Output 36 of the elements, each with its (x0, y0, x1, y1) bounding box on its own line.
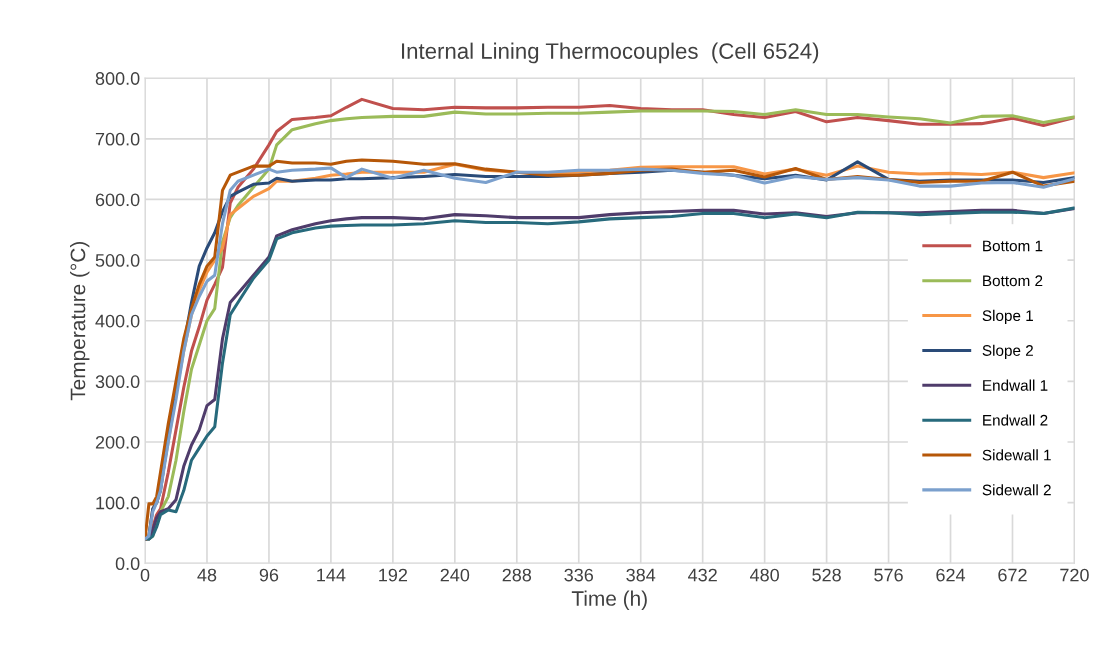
y-tick-label: 800.0 (95, 72, 140, 85)
x-tick-label: 288 (502, 568, 532, 582)
y-tick-label: 400.0 (95, 314, 140, 328)
x-tick-label: 528 (812, 568, 841, 582)
x-tick-label: 192 (379, 568, 408, 582)
y-axis-title: Temperature (°C) (70, 242, 90, 401)
y-tick-label: 100.0 (96, 496, 140, 510)
x-tick-label: 720 (1060, 568, 1089, 582)
x-tick-label: 480 (749, 568, 779, 582)
y-tick-label: 600.0 (95, 193, 140, 207)
legend-label: Bottom 1 (983, 240, 1043, 252)
x-tick-label: 624 (936, 568, 966, 582)
x-tick-label: 336 (564, 568, 594, 582)
x-tick-label: 384 (626, 568, 656, 582)
x-tick-label: 144 (317, 568, 346, 582)
legend-label: Endwall 2 (983, 414, 1048, 426)
x-tick-label: 0 (140, 568, 150, 582)
y-tick-label: 200.0 (95, 435, 140, 449)
y-tick-label: 500.0 (95, 254, 140, 267)
y-tick-label: 300.0 (95, 375, 140, 389)
legend-label: Slope 2 (982, 344, 1033, 359)
legend-label: Slope 1 (982, 309, 1033, 325)
x-tick-label: 48 (197, 568, 217, 582)
legend-label: Endwall 1 (983, 379, 1048, 391)
y-tick-label: 0.0 (115, 557, 140, 571)
chart-title: Internal Lining Thermocouples (Cell 6524) (402, 42, 819, 64)
x-tick-label: 672 (998, 568, 1027, 582)
x-tick-label: 240 (440, 568, 470, 582)
x-axis-title: Time (h) (571, 590, 647, 610)
x-tick-label: 96 (259, 568, 279, 582)
x-tick-label: 576 (874, 568, 903, 582)
y-tick-label: 700.0 (95, 132, 140, 146)
legend-label: Bottom 2 (983, 275, 1043, 287)
legend-label: Sidewall 2 (982, 484, 1051, 496)
x-tick-label: 432 (688, 568, 717, 582)
legend-label: Sidewall 1 (982, 449, 1051, 461)
